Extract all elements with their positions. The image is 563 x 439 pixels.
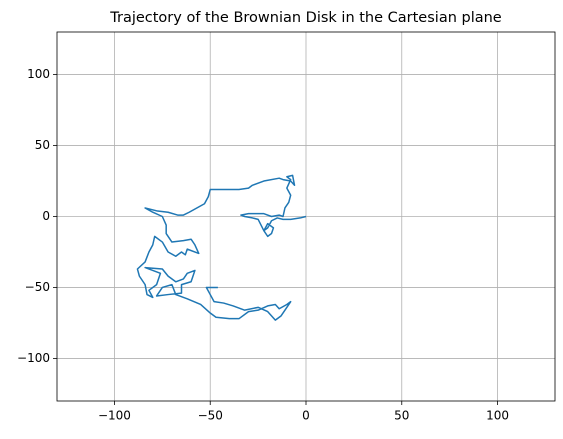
y-tick-label: 0 (42, 209, 50, 223)
chart-title: Trajectory of the Brownian Disk in the C… (109, 10, 502, 26)
x-tick-label: 50 (394, 409, 409, 423)
plot-frame (56, 31, 556, 402)
x-tick-label: −100 (98, 409, 131, 423)
y-tick-label: 100 (27, 67, 50, 81)
y-tick-label: −100 (17, 351, 50, 365)
y-tick-label: −50 (25, 280, 50, 294)
trajectory-line (136, 174, 307, 321)
y-tick-label: 50 (35, 138, 50, 152)
x-tick-label: 0 (302, 409, 310, 423)
x-tick-label: −50 (198, 409, 223, 423)
x-tick-label: 100 (486, 409, 509, 423)
